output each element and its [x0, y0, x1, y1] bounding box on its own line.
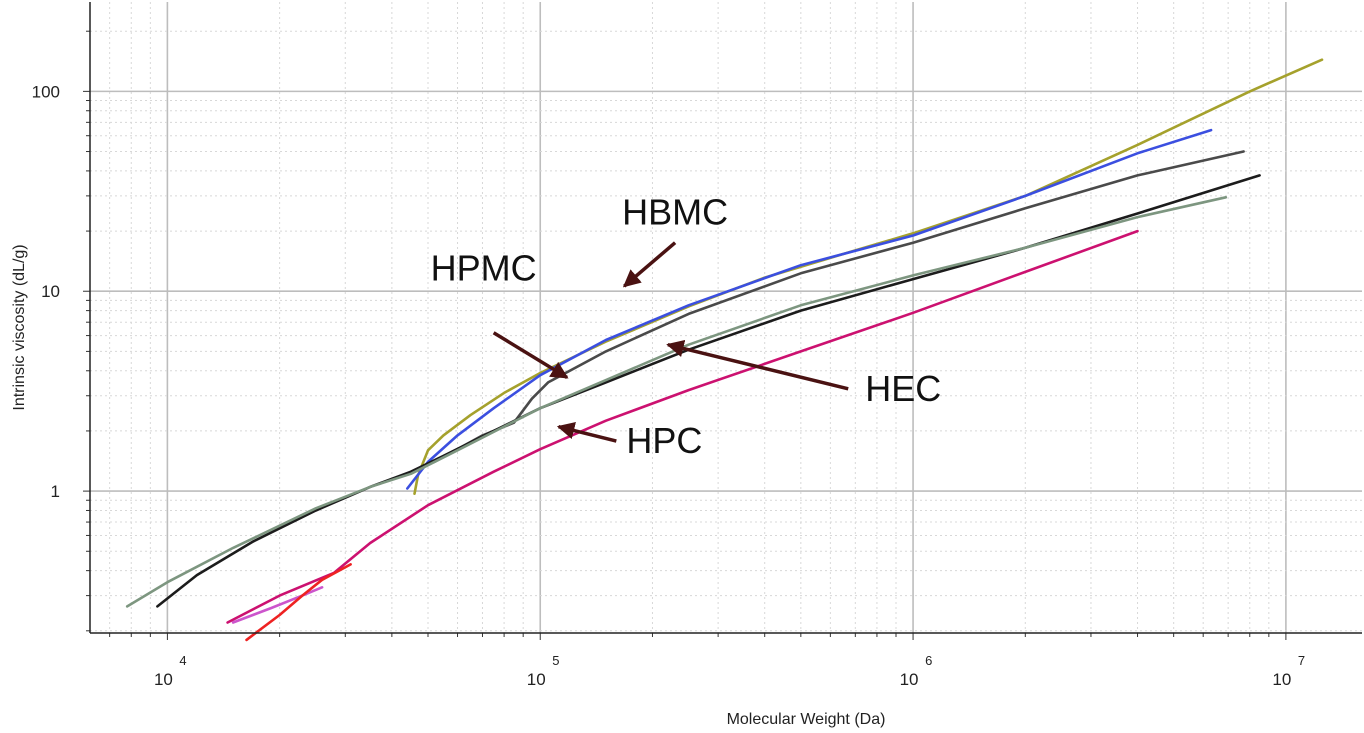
- x-axis-title: Molecular Weight (Da): [727, 711, 886, 728]
- axes: 10 4 10 5 10 6 10 7 1 10 100: [32, 2, 1362, 689]
- x-tick-label: 10: [154, 670, 173, 689]
- y-axis-title: Intrinsic viscosity (dL/g): [11, 244, 28, 410]
- annotation-label: HEC: [865, 368, 941, 409]
- series-line: [245, 563, 352, 642]
- series-line: [405, 128, 1213, 490]
- x-tick-exponent: 6: [925, 653, 932, 668]
- series-line: [413, 58, 1324, 496]
- annotation-arrow: [666, 339, 849, 391]
- series-line: [231, 585, 324, 624]
- x-tick-label: 10: [1272, 670, 1291, 689]
- y-tick-label: 1: [51, 482, 60, 501]
- annotation-arrow: [556, 422, 617, 443]
- grid: [90, 2, 1362, 633]
- x-tick-exponent: 4: [179, 653, 186, 668]
- annotation-label: HPMC: [431, 248, 537, 289]
- annotations: HBMC HPMC HEC HPC: [431, 192, 942, 461]
- y-tick-label: 10: [41, 282, 60, 301]
- x-tick-label: 10: [900, 670, 919, 689]
- annotation-arrow: [622, 241, 677, 288]
- annotation-label: HPC: [626, 420, 702, 461]
- x-tick-exponent: 7: [1298, 653, 1305, 668]
- annotation-arrow: [492, 331, 569, 380]
- series-line: [433, 150, 1245, 464]
- series-line: [125, 196, 1228, 608]
- plot-series: [125, 58, 1324, 642]
- series-line: [156, 174, 1261, 608]
- annotation-label: HBMC: [622, 192, 728, 233]
- y-tick-label: 100: [32, 82, 60, 101]
- x-tick-exponent: 5: [552, 653, 559, 668]
- x-tick-label: 10: [527, 670, 546, 689]
